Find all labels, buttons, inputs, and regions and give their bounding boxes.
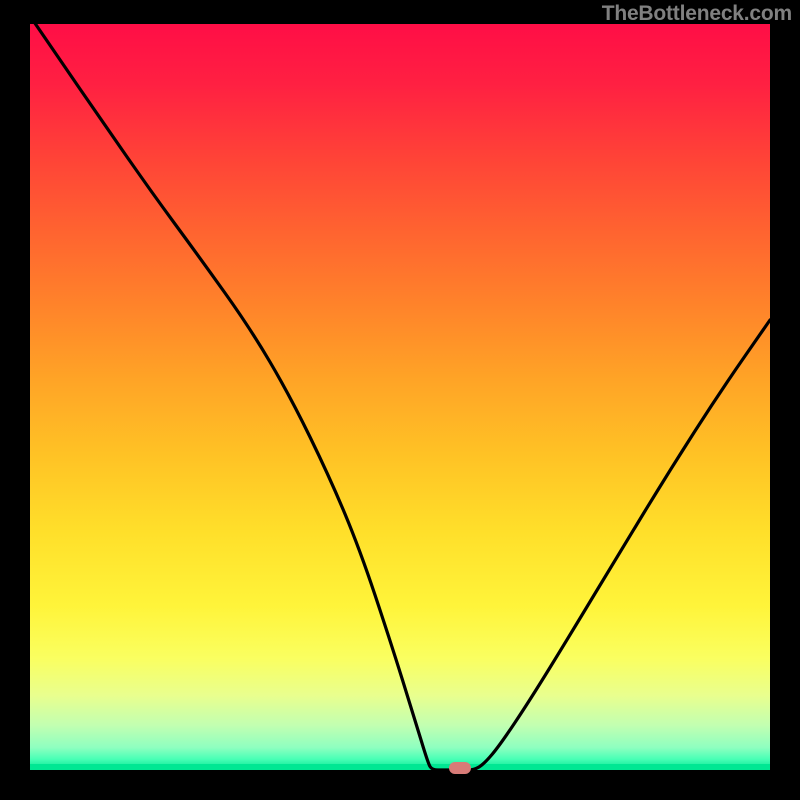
optimal-marker — [449, 762, 471, 774]
chart-plot-area — [30, 24, 770, 770]
bottleneck-chart — [0, 0, 800, 800]
watermark-text: TheBottleneck.com — [602, 2, 792, 26]
chart-container: TheBottleneck.com — [0, 0, 800, 800]
